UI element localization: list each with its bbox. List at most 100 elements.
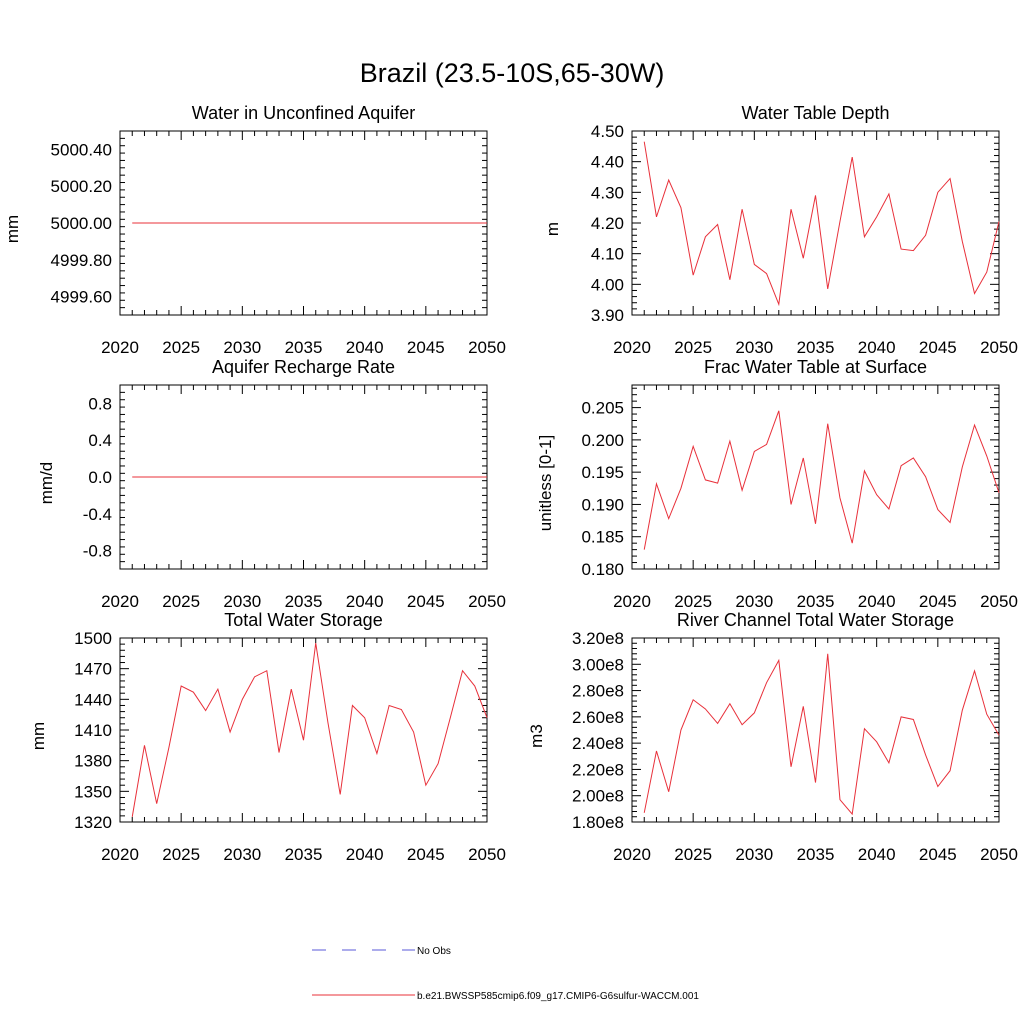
x-tick-label: 2045 [919, 845, 957, 864]
panel-title: River Channel Total Water Storage [677, 610, 954, 630]
x-tick-label: 2045 [407, 592, 445, 611]
x-tick-label: 2040 [346, 845, 384, 864]
y-tick-label: 0.190 [581, 495, 624, 514]
x-tick-label: 2040 [858, 845, 896, 864]
x-tick-label: 2040 [858, 338, 896, 357]
y-tick-label: 2.00e8 [572, 787, 624, 806]
y-tick-label: 5000.00 [51, 214, 112, 233]
y-tick-label: 2.20e8 [572, 760, 624, 779]
x-tick-label: 2050 [980, 845, 1018, 864]
x-tick-label: 2050 [980, 338, 1018, 357]
panel-1: Water in Unconfined Aquifer mm 2020 2025 203… [3, 103, 506, 357]
x-tick-label: 2045 [407, 845, 445, 864]
x-tick-label: 2035 [285, 338, 323, 357]
x-tick-label: 2045 [919, 592, 957, 611]
x-tick-label: 2020 [101, 338, 139, 357]
legend: No Obs b.e21.BWSSP585cmip6.f09_g17.CMIP6… [312, 946, 699, 1002]
x-tick-label: 2030 [223, 845, 261, 864]
y-tick-label: -0.4 [83, 505, 112, 524]
legend-label-no-obs: No Obs [417, 946, 451, 957]
y-tick-label: 0.0 [88, 468, 112, 487]
y-tick-label: 2.40e8 [572, 734, 624, 753]
y-tick-label: 3.20e8 [572, 629, 624, 648]
y-axis-label: m [543, 222, 562, 236]
series-line [643, 141, 1000, 307]
x-tick-label: 2035 [285, 592, 323, 611]
y-tick-label: 0.185 [581, 528, 624, 547]
plot-frame [631, 637, 1000, 823]
y-tick-label: 4.20 [591, 214, 624, 233]
x-tick-label: 2035 [797, 338, 835, 357]
y-axis-label: mm/d [37, 462, 56, 505]
y-tick-label: 3.90 [591, 306, 624, 325]
y-tick-label: 3.00e8 [572, 655, 624, 674]
panel-title: Frac Water Table at Surface [704, 357, 927, 377]
y-tick-label: 1.80e8 [572, 813, 624, 832]
x-tick-label: 2030 [735, 592, 773, 611]
x-tick-label: 2020 [101, 845, 139, 864]
panel-3: Aquifer Recharge Rate mm/d 2020 2025 2030 203… [37, 357, 506, 611]
x-tick-label: 2020 [101, 592, 139, 611]
y-tick-label: 2.80e8 [572, 682, 624, 701]
x-tick-label: 2040 [346, 338, 384, 357]
plot-frame [119, 637, 488, 823]
y-tick-label: 0.4 [88, 431, 112, 450]
y-tick-label: 0.8 [88, 394, 112, 413]
panel-title: Aquifer Recharge Rate [212, 357, 395, 377]
x-tick-label: 2025 [162, 845, 200, 864]
y-tick-label: 4999.80 [51, 251, 112, 270]
x-tick-label: 2050 [468, 592, 506, 611]
x-tick-label: 2030 [223, 592, 261, 611]
x-tick-label: 2045 [919, 338, 957, 357]
y-tick-label: 4999.60 [51, 288, 112, 307]
x-tick-label: 2025 [162, 592, 200, 611]
y-tick-label: 1410 [74, 721, 112, 740]
x-tick-label: 2025 [674, 338, 712, 357]
y-tick-label: -0.8 [83, 542, 112, 561]
x-tick-label: 2025 [674, 845, 712, 864]
x-tick-label: 2020 [613, 592, 651, 611]
x-tick-label: 2020 [613, 845, 651, 864]
x-tick-label: 2050 [980, 592, 1018, 611]
y-tick-label: 0.195 [581, 463, 624, 482]
x-tick-label: 2030 [223, 338, 261, 357]
series-line [643, 410, 1000, 550]
y-tick-label: 4.40 [591, 153, 624, 172]
panel-5: Total Water Storage mm 2020 2025 2030 2035 204… [29, 610, 506, 864]
x-tick-label: 2030 [735, 338, 773, 357]
x-tick-label: 2045 [407, 338, 445, 357]
y-tick-label: 1440 [74, 690, 112, 709]
panel-title: Total Water Storage [224, 610, 382, 630]
panel-2: Water Table Depth m 2020 2025 2030 2035 2040 20… [543, 103, 1018, 357]
y-tick-label: 5000.40 [51, 140, 112, 159]
x-tick-label: 2025 [674, 592, 712, 611]
series-line [643, 653, 1000, 816]
y-tick-label: 4.00 [591, 275, 624, 294]
x-tick-label: 2020 [613, 338, 651, 357]
x-tick-label: 2035 [797, 845, 835, 864]
panel-title: Water Table Depth [741, 103, 889, 123]
y-axis-label: m3 [527, 724, 546, 748]
y-tick-label: 1470 [74, 660, 112, 679]
y-tick-label: 4.50 [591, 122, 624, 141]
y-tick-label: 0.200 [581, 431, 624, 450]
panels: Water in Unconfined Aquifer mm 2020 2025 203… [3, 103, 1018, 864]
y-tick-label: 0.205 [581, 399, 624, 418]
y-tick-label: 0.180 [581, 560, 624, 579]
y-tick-label: 4.30 [591, 183, 624, 202]
x-tick-label: 2050 [468, 338, 506, 357]
legend-label-model: b.e21.BWSSP585cmip6.f09_g17.CMIP6-G6sulf… [417, 991, 699, 1002]
y-tick-label: 1380 [74, 752, 112, 771]
plot-frame [631, 130, 1000, 316]
y-axis-label: mm [29, 722, 48, 750]
y-tick-label: 5000.20 [51, 177, 112, 196]
series-line [131, 643, 488, 817]
y-axis-label: unitless [0-1] [536, 435, 555, 531]
x-tick-label: 2035 [285, 845, 323, 864]
panel-6: River Channel Total Water Storage m3 2020 2… [527, 610, 1018, 864]
x-tick-label: 2035 [797, 592, 835, 611]
plot-frame [631, 384, 1000, 570]
figure-title: Brazil (23.5-10S,65-30W) [360, 58, 665, 88]
y-axis-label: mm [3, 215, 22, 243]
y-tick-label: 1500 [74, 629, 112, 648]
